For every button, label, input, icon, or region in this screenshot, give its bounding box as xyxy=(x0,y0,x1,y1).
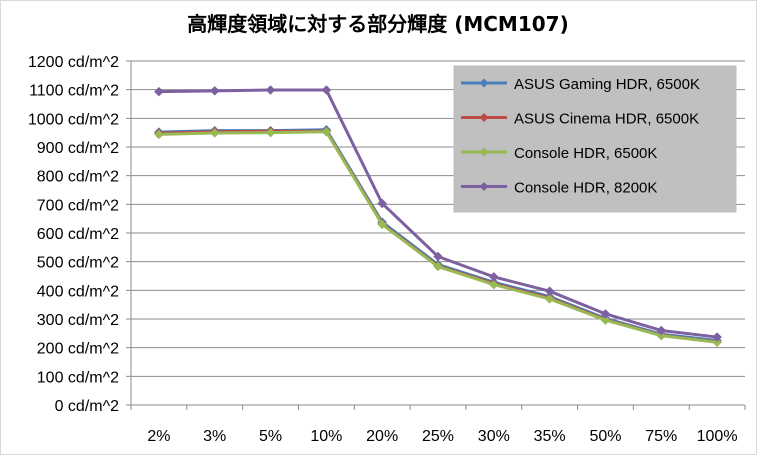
y-tick-label: 0 cd/m^2 xyxy=(55,398,120,415)
data-point xyxy=(265,127,276,138)
legend-entry: Console HDR, 6500K xyxy=(461,145,657,162)
y-tick-label: 300 cd/m^2 xyxy=(37,312,119,329)
x-tick-label: 20% xyxy=(366,428,398,445)
x-tick-label: 30% xyxy=(478,428,510,445)
legend-entry: Console HDR, 8200K xyxy=(461,180,657,197)
y-tick-label: 600 cd/m^2 xyxy=(37,226,119,243)
data-point xyxy=(488,279,499,290)
legend-swatch-marker xyxy=(479,147,489,157)
y-tick-label: 400 cd/m^2 xyxy=(37,283,119,300)
data-point xyxy=(209,85,220,96)
data-point xyxy=(600,315,611,326)
x-tick-label: 2% xyxy=(147,428,170,445)
legend-entry: ASUS Cinema HDR, 6500K xyxy=(461,111,699,128)
data-point xyxy=(209,128,220,138)
data-point xyxy=(544,286,555,297)
data-point xyxy=(712,337,722,348)
data-point xyxy=(321,126,332,137)
y-tick-label: 1200 cd/m^2 xyxy=(28,54,119,71)
legend-label: ASUS Gaming HDR, 6500K xyxy=(514,76,700,93)
y-tick-label: 1100 cd/m^2 xyxy=(29,83,119,100)
legend-swatch-marker xyxy=(479,113,489,122)
legend: ASUS Gaming HDR, 6500K ASUS Cinema HDR, 6… xyxy=(453,65,737,213)
y-tick-label: 900 cd/m^2 xyxy=(37,140,119,157)
data-point xyxy=(712,332,722,342)
x-tick-label: 3% xyxy=(203,428,226,445)
x-tick-label: 25% xyxy=(422,428,454,445)
data-point xyxy=(488,272,499,282)
data-point xyxy=(154,86,164,97)
y-tick-label: 200 cd/m^2 xyxy=(37,341,119,358)
x-tick-label: 75% xyxy=(645,428,677,445)
data-point xyxy=(600,308,611,319)
y-tick-label: 700 cd/m^2 xyxy=(37,197,119,214)
x-tick-label: 10% xyxy=(310,428,342,445)
chart-title: 高輝度領域に対する部分輝度 (MCM107) xyxy=(187,12,568,36)
data-point xyxy=(433,261,443,272)
series-3 xyxy=(154,126,722,348)
data-point xyxy=(656,330,667,341)
x-axis-ticks: 2% 3% 5% 10% 20% 25% 30% 35% 50% 75% 100% xyxy=(130,405,746,445)
data-point xyxy=(321,85,332,95)
x-tick-label: 35% xyxy=(534,428,566,445)
legend-label: ASUS Cinema HDR, 6500K xyxy=(514,111,699,128)
data-point xyxy=(433,251,443,262)
legend-label: Console HDR, 8200K xyxy=(514,180,657,197)
data-point xyxy=(265,85,276,95)
series-lines xyxy=(154,85,722,348)
legend-entry: ASUS Gaming HDR, 6500K xyxy=(461,76,700,93)
y-tick-label: 100 cd/m^2 xyxy=(37,369,119,386)
y-tick-label: 500 cd/m^2 xyxy=(37,255,119,272)
data-point xyxy=(656,325,667,336)
legend-swatch-marker xyxy=(479,182,489,191)
data-point xyxy=(377,198,388,209)
legend-swatch-marker xyxy=(479,78,489,88)
y-axis-ticks: 0 cd/m^2 100 cd/m^2 200 cd/m^2 300 cd/m^2 40… xyxy=(28,54,131,415)
data-point xyxy=(154,129,164,140)
y-tick-label: 800 cd/m^2 xyxy=(37,169,119,186)
data-point xyxy=(544,294,555,304)
x-tick-label: 50% xyxy=(589,428,621,445)
data-point xyxy=(377,219,388,230)
legend-label: Console HDR, 6500K xyxy=(514,145,657,162)
series-4 xyxy=(154,85,722,342)
x-tick-label: 100% xyxy=(697,428,738,445)
y-tick-label: 1000 cd/m^2 xyxy=(28,111,119,128)
x-tick-label: 5% xyxy=(259,428,282,445)
